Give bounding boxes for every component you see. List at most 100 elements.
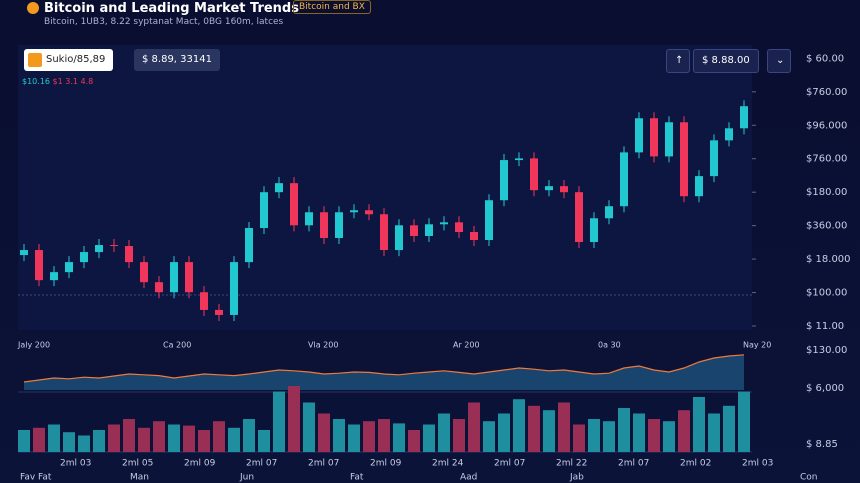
volume-bar [423,424,435,452]
lower-axis-label: $ 6,000 [806,383,844,394]
candle-body [20,250,28,256]
candle-body [740,106,748,129]
candle-body [470,231,478,241]
volume-bar [273,391,285,452]
candle-body [245,227,253,263]
candle-body [335,212,343,239]
volume-bar [78,435,90,452]
volume-bar [633,413,645,452]
x-label: 2ml 03 [60,459,91,469]
plot-area [18,45,752,330]
volume-bar [618,408,630,452]
volume-bar [48,424,60,452]
lower-axis-label: $ 8.85 [806,439,838,450]
volume-bar [63,432,75,452]
up-button[interactable]: ↑ [666,49,690,73]
candle-body [350,210,358,213]
candle-body [140,262,148,283]
candle-body [725,128,733,141]
legend-up: $10.16 [22,77,50,86]
candle-body [620,152,628,207]
volume-bar [333,419,345,452]
volume-bar [213,421,225,452]
volume-bar [468,402,480,452]
volume-bar [558,402,570,452]
volume-bar [498,413,510,452]
x-label: 2ml 07 [308,459,339,469]
candle-body [515,158,523,161]
volume-bar [33,427,45,452]
x-label: 2ml 02 [680,459,711,469]
candle-body [485,200,493,241]
pair: Sukio/85,89 [46,54,106,65]
volume-bar [303,402,315,452]
volume-bar [393,423,405,452]
volume-bar [123,419,135,452]
volume-bar [738,391,750,452]
x-label: Con [800,473,818,483]
candle-body [560,186,568,193]
y-tick-label: $ 60.00 [806,53,844,64]
candle-body [200,292,208,310]
range-button[interactable]: $ 8.88.00 [693,49,759,73]
volume-bar [153,421,165,452]
dropdown[interactable]: ⌄ [767,49,791,73]
candle-body [530,158,538,191]
candle-body [155,282,163,293]
candle-body [635,118,643,153]
candle-body [410,225,418,237]
x-label: 2ml 24 [432,459,464,469]
volume-bar [378,419,390,452]
candle-body [80,252,88,263]
x-label: Man [130,473,149,483]
y-tick-label: $100.00 [806,288,847,299]
volume-bar [678,410,690,452]
candle-body [305,212,313,226]
x-label: 2ml 09 [370,459,402,469]
candle-body [95,245,103,253]
x-label: Jaly 200 [17,341,50,350]
volume-bar [573,424,585,452]
y-tick-label: $760.00 [806,154,847,165]
candle-body [650,118,658,157]
volume-bar [483,421,495,452]
volume-bar [93,430,105,452]
volume-bar [408,430,420,452]
pair-button[interactable]: Sukio/85,89 [24,49,114,71]
candle-body [65,262,73,273]
volume-bar [318,413,330,452]
candle-body [440,222,448,225]
title: Bitcoin and Leading Market Trends [44,1,299,16]
candle-body [395,225,403,251]
candle-body [125,246,133,263]
candle-body [680,122,688,197]
lower-axis-label: $130.00 [806,345,847,356]
candle-body [110,245,118,247]
candle-body [575,192,583,243]
legend-down: $1 3.1 4.8 [52,77,94,86]
volume-bar [543,410,555,452]
candle-body [425,224,433,237]
volume-bar [258,430,270,452]
candle-body [710,140,718,177]
x-label: 2ml 05 [122,459,153,469]
candle-body [185,262,193,293]
candle-body [590,218,598,243]
volume-bar [513,399,525,452]
volume-bar [168,424,180,452]
candle-body [605,206,613,219]
x-label: Fav Fat [20,473,52,483]
price-button[interactable]: $ 8.89, 33141 [134,49,220,71]
y-tick-label: $ 18.000 [806,254,851,265]
volume-bar [648,419,660,452]
candle-body [545,186,553,191]
y-tick-label: $ 11.00 [806,321,844,332]
x-label: 2ml 07 [494,459,525,469]
volume-bar [288,386,300,452]
volume-bar [18,430,30,452]
x-label: Jab [569,473,584,483]
candle-body [35,250,43,281]
candle-body [170,262,178,293]
x-label: Nay 20 [743,341,771,350]
